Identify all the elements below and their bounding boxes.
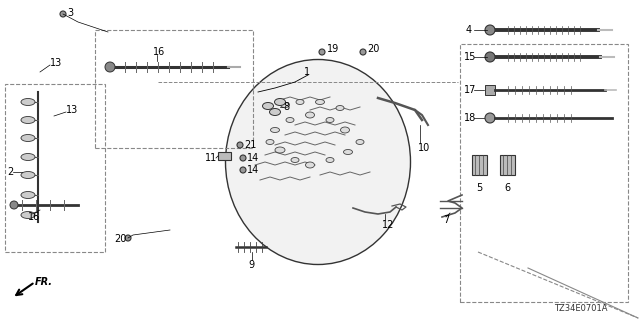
- Bar: [472, 155, 487, 175]
- Bar: [500, 155, 515, 175]
- Ellipse shape: [21, 212, 35, 219]
- Ellipse shape: [21, 116, 35, 124]
- Text: FR.: FR.: [35, 277, 53, 287]
- Ellipse shape: [286, 117, 294, 123]
- Text: 10: 10: [418, 143, 430, 153]
- Ellipse shape: [266, 140, 274, 145]
- Circle shape: [105, 62, 115, 72]
- Ellipse shape: [296, 100, 304, 105]
- Text: 4: 4: [466, 25, 472, 35]
- Circle shape: [485, 25, 495, 35]
- Ellipse shape: [21, 191, 35, 198]
- Circle shape: [237, 142, 243, 148]
- Text: 8: 8: [283, 102, 289, 112]
- Text: 20: 20: [114, 234, 126, 244]
- Ellipse shape: [340, 127, 349, 133]
- Ellipse shape: [326, 157, 334, 163]
- Circle shape: [240, 167, 246, 173]
- Text: 15: 15: [464, 52, 476, 62]
- Circle shape: [319, 49, 325, 55]
- Bar: [485, 85, 495, 95]
- Text: 11: 11: [205, 153, 217, 163]
- Ellipse shape: [326, 117, 334, 123]
- Ellipse shape: [21, 134, 35, 141]
- Ellipse shape: [262, 102, 273, 109]
- Ellipse shape: [344, 149, 353, 155]
- Circle shape: [240, 155, 246, 161]
- Text: 13: 13: [50, 58, 62, 68]
- Text: 17: 17: [464, 85, 476, 95]
- Ellipse shape: [305, 112, 314, 118]
- Text: 16: 16: [28, 212, 40, 222]
- Text: TZ34E0701A: TZ34E0701A: [554, 304, 607, 313]
- Text: 3: 3: [67, 8, 73, 18]
- Circle shape: [360, 49, 366, 55]
- Text: 14: 14: [247, 165, 259, 175]
- Text: 6: 6: [504, 183, 510, 193]
- Ellipse shape: [21, 172, 35, 179]
- Ellipse shape: [271, 127, 280, 132]
- Ellipse shape: [291, 157, 299, 163]
- Ellipse shape: [336, 106, 344, 110]
- Circle shape: [60, 11, 66, 17]
- Text: 14: 14: [247, 153, 259, 163]
- Text: 5: 5: [476, 183, 483, 193]
- Bar: [5, 84, 105, 252]
- Text: 13: 13: [66, 105, 78, 115]
- Bar: [95, 30, 253, 148]
- Ellipse shape: [275, 147, 285, 153]
- Ellipse shape: [21, 99, 35, 106]
- Ellipse shape: [305, 162, 314, 168]
- Text: 12: 12: [382, 220, 394, 230]
- Text: 16: 16: [153, 47, 165, 57]
- Circle shape: [125, 235, 131, 241]
- Text: 19: 19: [327, 44, 339, 54]
- Text: 7: 7: [443, 215, 449, 225]
- Bar: [218, 152, 231, 160]
- Circle shape: [485, 52, 495, 62]
- Ellipse shape: [316, 100, 324, 105]
- Ellipse shape: [21, 154, 35, 161]
- Ellipse shape: [269, 108, 280, 116]
- Circle shape: [10, 201, 18, 209]
- Text: 21: 21: [244, 140, 257, 150]
- Circle shape: [485, 113, 495, 123]
- Ellipse shape: [225, 60, 410, 265]
- Ellipse shape: [356, 140, 364, 145]
- Text: 9: 9: [248, 260, 254, 270]
- Bar: [460, 44, 628, 302]
- Ellipse shape: [275, 99, 285, 106]
- Ellipse shape: [280, 102, 289, 108]
- Text: 2: 2: [7, 167, 13, 177]
- Text: 20: 20: [367, 44, 380, 54]
- Text: 18: 18: [464, 113, 476, 123]
- Text: 1: 1: [304, 67, 310, 77]
